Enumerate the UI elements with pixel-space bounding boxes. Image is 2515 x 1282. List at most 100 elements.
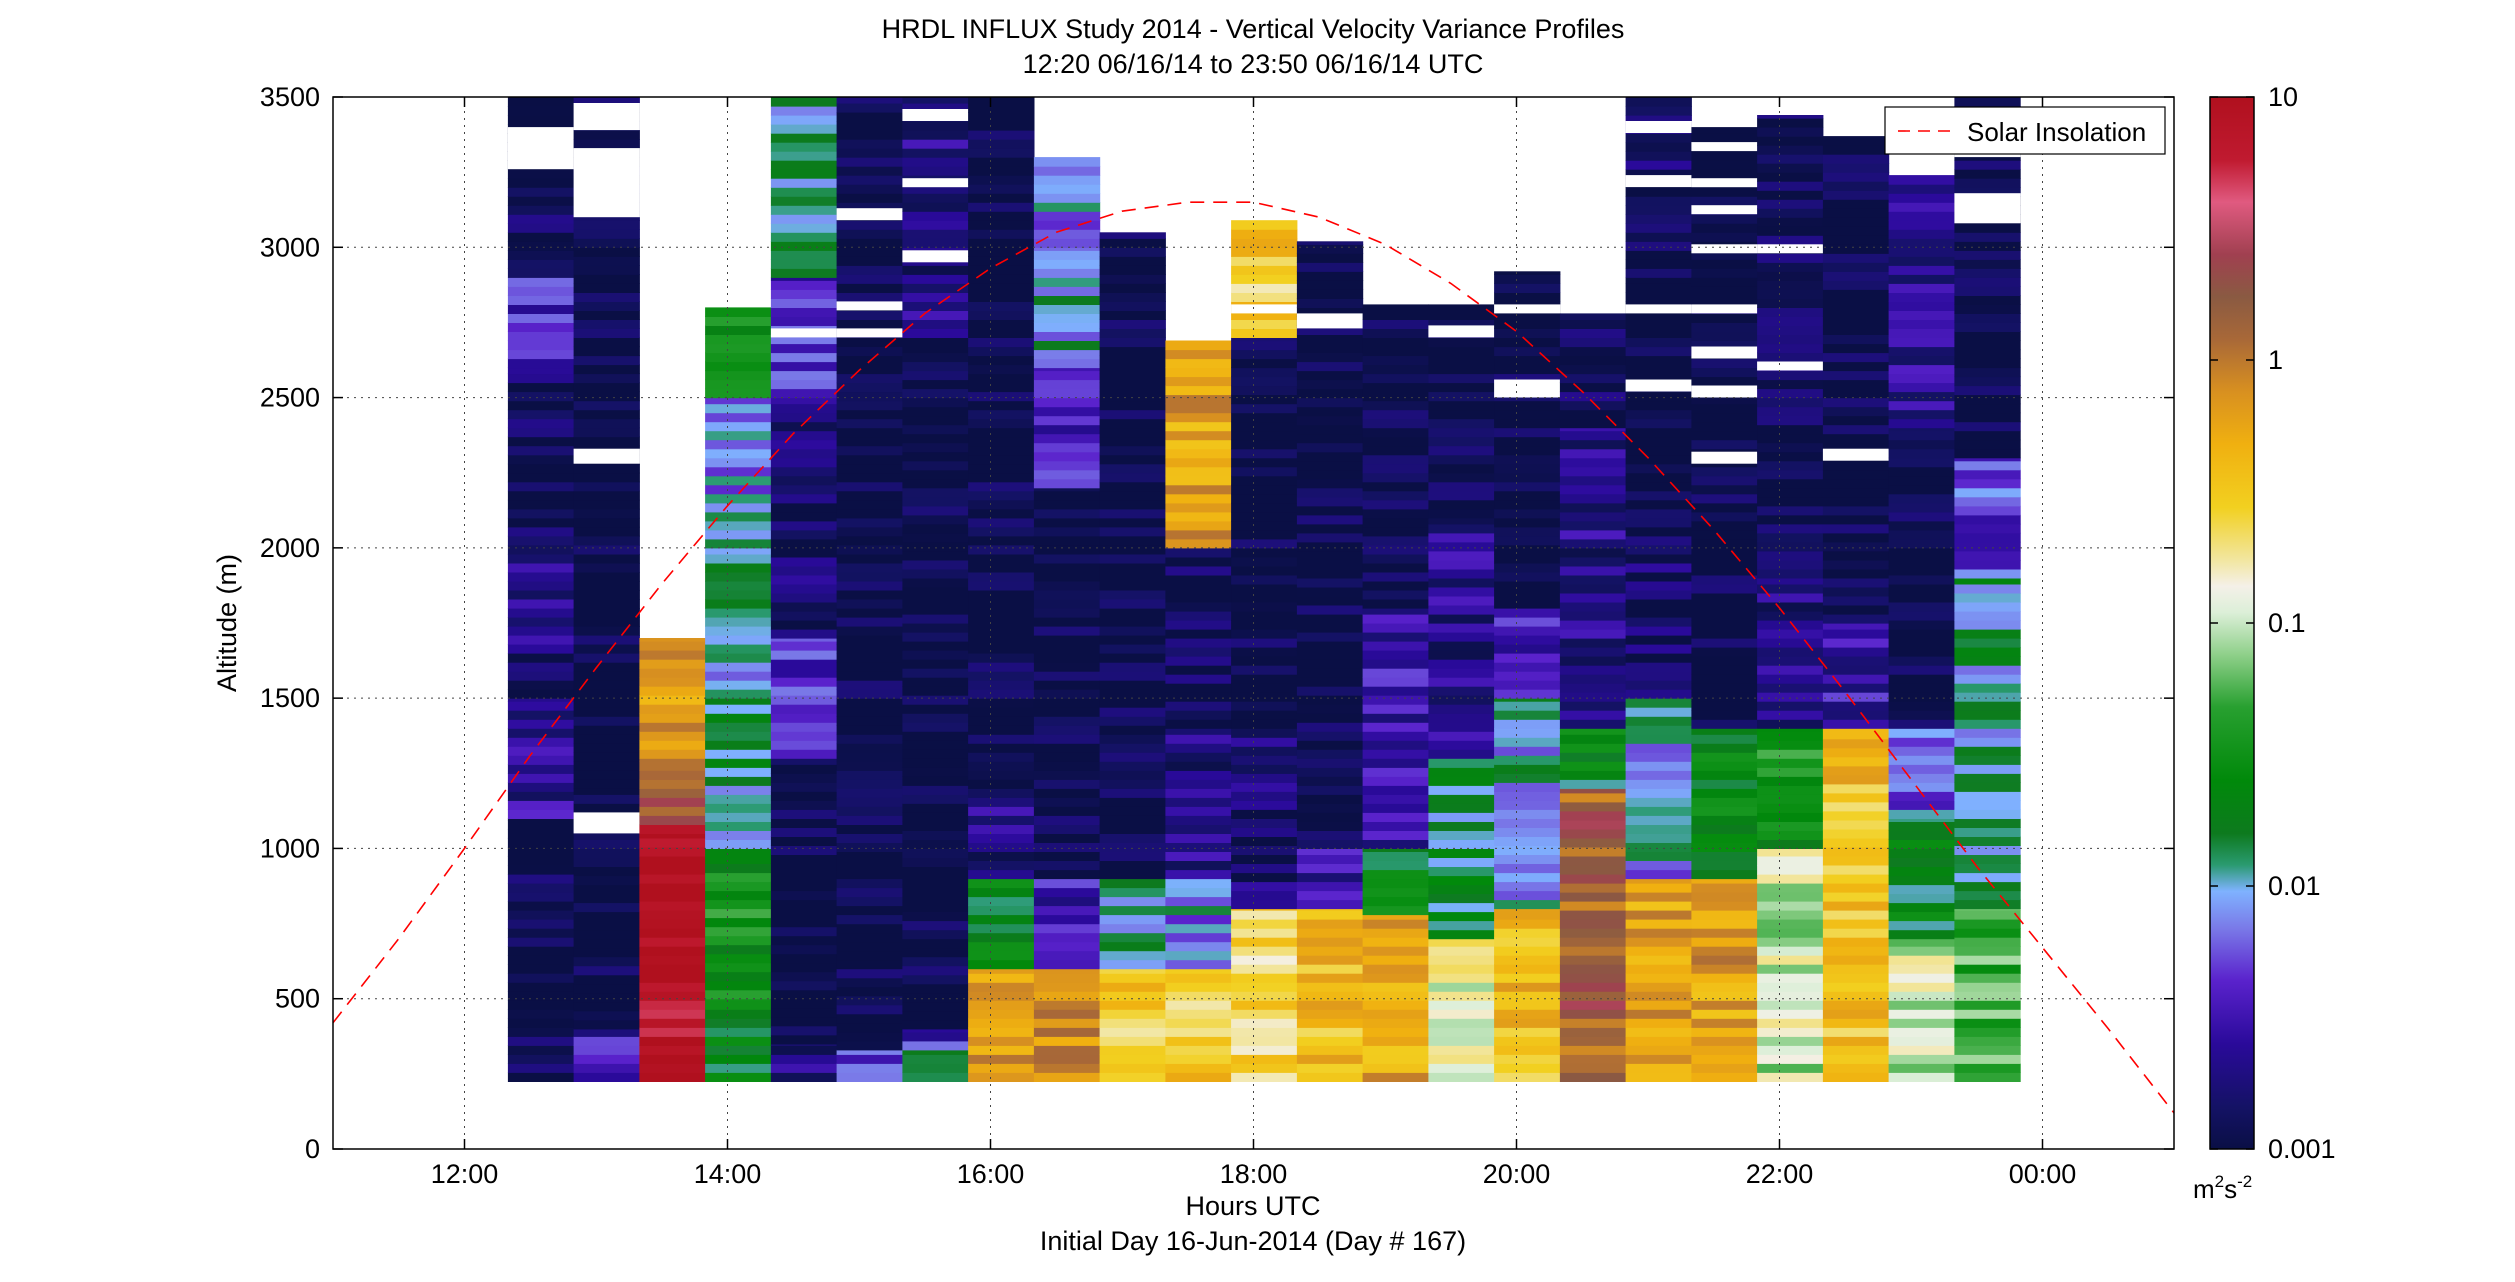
heatmap-cell bbox=[1559, 466, 1627, 477]
heatmap-cell bbox=[770, 620, 838, 630]
heatmap-cell bbox=[1296, 361, 1364, 372]
heatmap-cell bbox=[1296, 424, 1364, 435]
heatmap-cell bbox=[507, 937, 575, 947]
heatmap-cell bbox=[1231, 538, 1298, 549]
heatmap-cell bbox=[770, 439, 838, 450]
heatmap-cell bbox=[1296, 668, 1364, 678]
heatmap-cell bbox=[1757, 181, 1824, 191]
heatmap-cell bbox=[1099, 991, 1166, 1001]
heatmap-cell bbox=[1691, 592, 1758, 603]
heatmap-cell bbox=[1757, 505, 1824, 516]
heatmap-gap bbox=[1757, 361, 1824, 371]
heatmap-cell bbox=[1428, 541, 1495, 552]
heatmap-cell bbox=[1954, 568, 2021, 579]
heatmap-cell bbox=[1757, 1045, 1824, 1055]
heatmap-cell bbox=[902, 433, 969, 444]
heatmap-cell bbox=[1822, 145, 1890, 155]
x-tick-label: 16:00 bbox=[957, 1159, 1025, 1189]
heatmap-cell bbox=[1625, 743, 1692, 753]
heatmap-cell bbox=[1757, 208, 1824, 218]
heatmap-cell bbox=[1954, 421, 2021, 432]
heatmap-cell bbox=[1625, 169, 1692, 179]
heatmap-cell bbox=[1822, 388, 1890, 399]
heatmap-cell bbox=[1757, 145, 1824, 155]
heatmap-cell bbox=[1099, 445, 1166, 456]
heatmap-cell bbox=[902, 677, 969, 687]
heatmap-cell bbox=[705, 553, 772, 564]
heatmap-cell bbox=[1033, 950, 1101, 961]
heatmap-cell bbox=[770, 556, 838, 567]
heatmap-cell bbox=[836, 626, 903, 636]
heatmap-cell bbox=[1033, 313, 1101, 323]
heatmap-cell bbox=[507, 874, 575, 884]
heatmap-cell bbox=[1757, 767, 1824, 777]
heatmap-cell bbox=[968, 788, 1035, 798]
heatmap-cell bbox=[1625, 517, 1692, 528]
heatmap-cell bbox=[507, 481, 575, 492]
heatmap-cell bbox=[1691, 692, 1758, 702]
heatmap-cell bbox=[902, 758, 969, 768]
heatmap-cell bbox=[968, 833, 1035, 843]
heatmap-cell bbox=[1494, 662, 1561, 672]
heatmap-cell bbox=[902, 740, 969, 750]
heatmap-cell bbox=[1625, 205, 1692, 215]
heatmap-cell bbox=[1099, 743, 1166, 753]
heatmap-cell bbox=[1954, 1063, 2021, 1073]
heatmap-cell bbox=[1822, 623, 1890, 630]
heatmap-cell bbox=[1888, 611, 1955, 621]
heatmap-cell bbox=[1033, 1036, 1101, 1046]
heatmap-cell bbox=[836, 463, 903, 474]
heatmap-cell bbox=[902, 1072, 969, 1082]
heatmap-cell bbox=[968, 157, 1035, 167]
heatmap-gap bbox=[1231, 304, 1298, 314]
heatmap-cell bbox=[968, 689, 1035, 699]
heatmap-cell bbox=[1625, 883, 1692, 893]
heatmap-cell bbox=[639, 1027, 706, 1037]
heatmap-cell bbox=[1625, 946, 1692, 956]
heatmap-cell bbox=[1494, 445, 1561, 456]
heatmap-cell bbox=[1099, 427, 1166, 438]
heatmap-cell bbox=[1559, 788, 1627, 794]
heatmap-cell bbox=[1362, 337, 1429, 348]
heatmap-cell bbox=[705, 698, 772, 705]
heatmap-cell bbox=[705, 830, 772, 840]
heatmap-cell bbox=[507, 250, 575, 260]
heatmap-cell bbox=[1888, 529, 1955, 540]
heatmap-cell bbox=[1231, 863, 1298, 874]
heatmap-cell bbox=[1296, 370, 1364, 381]
heatmap-cell bbox=[1099, 580, 1166, 591]
heatmap-cell bbox=[1625, 232, 1692, 242]
heatmap-cell bbox=[836, 968, 903, 979]
heatmap-cell bbox=[1362, 973, 1429, 983]
heatmap-cell bbox=[1099, 247, 1166, 257]
heatmap-cell bbox=[1822, 855, 1890, 866]
heatmap-cell bbox=[1033, 571, 1101, 582]
heatmap-cell bbox=[1691, 629, 1758, 639]
heatmap-cell bbox=[1954, 737, 2021, 747]
heatmap-cell bbox=[1296, 605, 1364, 615]
heatmap-cell bbox=[705, 403, 772, 414]
heatmap-cell bbox=[507, 964, 575, 974]
heatmap-cell bbox=[1165, 403, 1232, 414]
heatmap-cell bbox=[705, 325, 772, 335]
heatmap-cell bbox=[573, 911, 640, 922]
heatmap-cell bbox=[1033, 370, 1101, 381]
heatmap-cell bbox=[1296, 704, 1364, 714]
heatmap-cell bbox=[1822, 370, 1890, 381]
heatmap-cell bbox=[573, 788, 640, 795]
heatmap-cell bbox=[902, 103, 969, 113]
heatmap-cell bbox=[705, 412, 772, 423]
heatmap-cell bbox=[507, 710, 575, 720]
heatmap-cell bbox=[1888, 427, 1955, 432]
heatmap-cell bbox=[770, 638, 838, 642]
heatmap-cell bbox=[1296, 298, 1364, 308]
heatmap-cell bbox=[1362, 1054, 1429, 1064]
heatmap-cell bbox=[836, 97, 903, 104]
heatmap-cell bbox=[1033, 175, 1101, 185]
heatmap-gap bbox=[1822, 448, 1890, 461]
heatmap-cell bbox=[639, 883, 706, 893]
heatmap-cell bbox=[1231, 520, 1298, 531]
heatmap-cell bbox=[1625, 283, 1692, 293]
heatmap-cell bbox=[1691, 892, 1758, 902]
heatmap-cell bbox=[573, 902, 640, 913]
